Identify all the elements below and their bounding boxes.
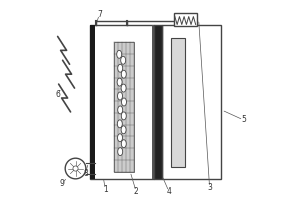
Text: 6: 6 <box>55 90 60 99</box>
Bar <box>171 38 185 167</box>
Ellipse shape <box>122 98 127 106</box>
Ellipse shape <box>121 70 126 78</box>
Ellipse shape <box>118 64 123 72</box>
Ellipse shape <box>117 50 122 58</box>
Bar <box>152 25 154 179</box>
Text: 2: 2 <box>134 187 139 196</box>
Ellipse shape <box>121 84 126 92</box>
Bar <box>174 13 197 26</box>
Ellipse shape <box>117 120 122 128</box>
Ellipse shape <box>121 56 126 64</box>
Ellipse shape <box>118 92 122 100</box>
Ellipse shape <box>118 106 123 114</box>
Bar <box>161 25 221 179</box>
Circle shape <box>73 166 78 171</box>
Text: 9: 9 <box>59 179 64 188</box>
Text: 8: 8 <box>83 169 88 178</box>
Bar <box>90 25 95 179</box>
Ellipse shape <box>121 112 126 120</box>
Text: 1: 1 <box>103 185 108 194</box>
Ellipse shape <box>118 148 123 156</box>
Ellipse shape <box>121 126 126 134</box>
Ellipse shape <box>118 134 122 142</box>
Bar <box>90 25 154 179</box>
Bar <box>114 42 134 171</box>
Ellipse shape <box>121 140 126 148</box>
Text: 7: 7 <box>97 10 102 19</box>
Ellipse shape <box>117 78 122 86</box>
Text: 5: 5 <box>241 115 246 124</box>
Bar <box>154 25 161 179</box>
Text: 3: 3 <box>207 183 212 192</box>
Text: 4: 4 <box>167 187 171 196</box>
Circle shape <box>65 158 86 179</box>
